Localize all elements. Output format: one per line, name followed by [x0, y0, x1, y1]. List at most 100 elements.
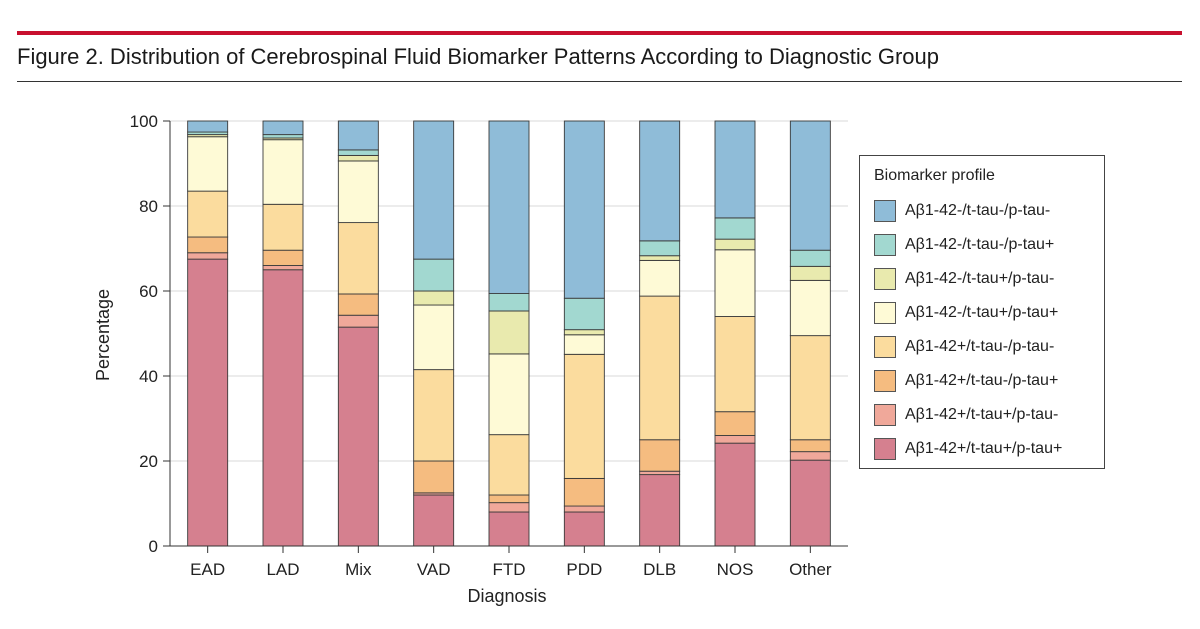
bar-segment	[488, 494, 530, 504]
legend-item: Aβ1-42+/t-tau+/p-tau-	[874, 403, 1058, 427]
bar-segment	[714, 442, 756, 547]
bar-segment	[563, 334, 605, 355]
bar-segment	[413, 290, 455, 306]
bar-segment	[262, 120, 304, 136]
bar-segment	[563, 297, 605, 331]
legend-label: Aβ1-42-/t-tau-/p-tau+	[905, 236, 1055, 253]
bar-segment	[563, 329, 605, 336]
bar-segment	[262, 139, 304, 205]
bar-segment	[639, 470, 681, 476]
bar-segment	[563, 120, 605, 299]
bar-segment	[789, 279, 831, 337]
bar-segment	[488, 502, 530, 513]
bar-stack-other	[789, 120, 831, 547]
bar-segment	[639, 474, 681, 547]
bar-segment	[413, 494, 455, 547]
x-tick-label: DLB	[643, 560, 676, 579]
legend-item: Aβ1-42-/t-tau+/p-tau+	[874, 301, 1058, 325]
bar-segment	[789, 451, 831, 461]
bar-segment	[262, 265, 304, 271]
bar-segment	[563, 505, 605, 513]
bar-segment	[488, 434, 530, 496]
legend-label: Aβ1-42+/t-tau+/p-tau+	[905, 440, 1063, 457]
bar-segment	[337, 149, 379, 156]
bar-stacks	[187, 120, 831, 547]
x-tick-label: FTD	[492, 560, 525, 579]
bar-stack-mix	[337, 120, 379, 547]
bar-segment	[639, 295, 681, 441]
bar-segment	[714, 120, 756, 219]
header-accent-rule	[17, 31, 1182, 35]
bar-segment	[337, 293, 379, 316]
figure-title: Figure 2. Distribution of Cerebrospinal …	[17, 44, 939, 69]
legend-label: Aβ1-42-/t-tau-/p-tau-	[905, 202, 1051, 219]
legend-item: Aβ1-42-/t-tau-/p-tau-	[874, 199, 1050, 223]
bar-segment	[413, 258, 455, 292]
bar-segment	[413, 120, 455, 260]
legend-item: Aβ1-42-/t-tau+/p-tau-	[874, 267, 1054, 291]
bar-segment	[714, 238, 756, 251]
x-tick-label: EAD	[190, 560, 225, 579]
axes	[163, 120, 848, 553]
bar-segment	[488, 353, 530, 436]
legend-label: Aβ1-42-/t-tau+/p-tau+	[905, 304, 1059, 321]
x-tick-label: PDD	[566, 560, 602, 579]
legend-swatch	[874, 200, 896, 222]
y-tick-label: 40	[139, 367, 158, 386]
legend-swatch	[874, 404, 896, 426]
legend-label: Aβ1-42-/t-tau+/p-tau-	[905, 270, 1055, 287]
bar-segment	[714, 411, 756, 436]
legend-item: Aβ1-42-/t-tau-/p-tau+	[874, 233, 1054, 257]
legend: Biomarker profile Aβ1-42-/t-tau-/p-tau- A…	[859, 155, 1105, 469]
bar-stack-pdd	[563, 120, 605, 547]
bar-segment	[262, 269, 304, 547]
bar-segment	[488, 120, 530, 295]
bar-segment	[262, 203, 304, 251]
legend-item: Aβ1-42+/t-tau+/p-tau+	[874, 437, 1062, 461]
bar-segment	[563, 511, 605, 547]
bar-stack-dlb	[639, 120, 681, 547]
y-tick-labels: 0 20 40 60 80 100	[130, 112, 158, 556]
bar-segment	[337, 314, 379, 328]
legend-item: Aβ1-42+/t-tau-/p-tau+	[874, 369, 1058, 393]
bar-segment	[413, 460, 455, 494]
bar-segment	[639, 259, 681, 297]
bar-stack-lad	[262, 120, 304, 547]
bar-segment	[187, 236, 229, 254]
bar-segment	[337, 154, 379, 162]
bar-segment	[563, 353, 605, 479]
bar-segment	[413, 369, 455, 462]
bar-segment	[563, 477, 605, 507]
bar-segment	[789, 265, 831, 281]
x-tick-labels: EAD LAD Mix VAD FTD PDD DLB NOS Other	[190, 560, 832, 579]
bar-segment	[639, 255, 681, 261]
x-tick-label: NOS	[717, 560, 754, 579]
bar-segment	[714, 316, 756, 413]
bar-segment	[413, 304, 455, 371]
bar-segment	[187, 136, 229, 192]
bar-segment	[789, 459, 831, 547]
bar-segment	[789, 335, 831, 441]
bar-segment	[639, 439, 681, 472]
bar-segment	[639, 120, 681, 242]
bar-segment	[714, 435, 756, 444]
bar-segment	[337, 326, 379, 547]
legend-title: Biomarker profile	[874, 167, 995, 184]
bar-segment	[714, 217, 756, 240]
legend-swatch	[874, 336, 896, 358]
y-tick-label: 60	[139, 282, 158, 301]
bar-stack-vad	[413, 120, 455, 547]
bar-stack-nos	[714, 120, 756, 547]
x-tick-label: Other	[789, 560, 832, 579]
bar-segment	[488, 511, 530, 547]
bar-segment	[187, 252, 229, 260]
title-divider	[17, 81, 1182, 82]
bar-segment	[714, 249, 756, 317]
x-axis-label: Diagnosis	[467, 586, 546, 606]
bar-segment	[262, 134, 304, 139]
y-tick-label: 80	[139, 197, 158, 216]
bar-segment	[262, 249, 304, 266]
bar-segment	[789, 439, 831, 453]
bar-segment	[488, 293, 530, 312]
bar-stack-ead	[187, 120, 229, 547]
